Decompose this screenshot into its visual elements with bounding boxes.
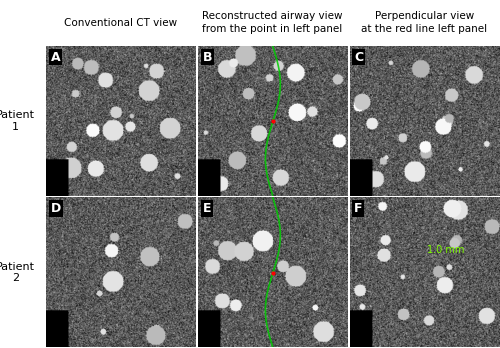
Text: C: C <box>354 50 363 64</box>
Text: B: B <box>202 50 212 64</box>
Text: E: E <box>202 202 211 215</box>
Text: Conventional CT view: Conventional CT view <box>64 18 178 27</box>
Text: A: A <box>50 50 60 64</box>
Text: D: D <box>50 202 61 215</box>
Text: Patient
1: Patient 1 <box>0 110 35 132</box>
Text: 1.0 mm: 1.0 mm <box>427 245 465 255</box>
Text: Reconstructed airway view
from the point in left panel: Reconstructed airway view from the point… <box>202 11 342 34</box>
Text: Patient
2: Patient 2 <box>0 261 35 283</box>
Text: F: F <box>354 202 362 215</box>
Text: Perpendicular view
at the red line left panel: Perpendicular view at the red line left … <box>361 11 487 34</box>
